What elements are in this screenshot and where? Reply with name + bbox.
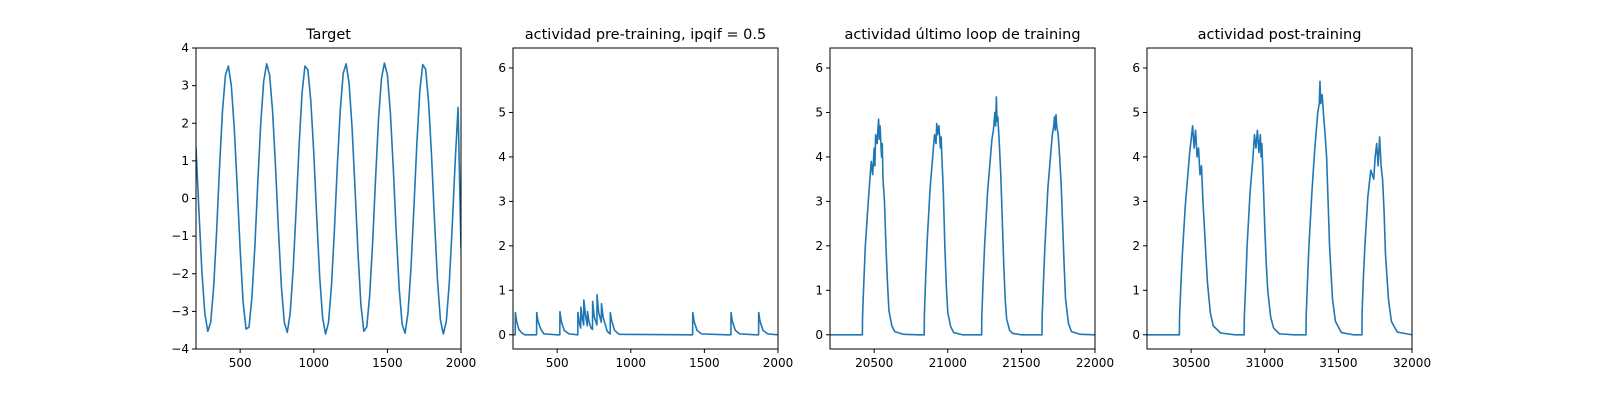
x-tick-label: 1000 — [299, 356, 330, 370]
y-tick-label: 6 — [1132, 61, 1140, 75]
x-tick-label: 2000 — [446, 356, 477, 370]
y-tick-label: 2 — [498, 239, 506, 253]
y-tick-label: 5 — [498, 105, 506, 119]
y-tick-label: −2 — [171, 267, 189, 281]
x-tick-label: 31000 — [1246, 356, 1284, 370]
y-tick-label: 4 — [498, 150, 506, 164]
y-tick-label: 0 — [815, 328, 823, 342]
chart-panel-1: 500 1000 1500 2000 −4 −3 −2 −1 0 1 2 3 4 Target — [171, 27, 476, 370]
x-tick-label: 32000 — [1393, 356, 1431, 370]
chart-title: actividad pre-training, ipqif = 0.5 — [525, 27, 766, 43]
chart-panel-2: 500 1000 1500 2000 0 1 2 3 4 5 6 actividad pre-trai… — [498, 27, 793, 370]
y-tick-label: 0 — [498, 328, 506, 342]
axes-frame — [1146, 47, 1413, 350]
axes-frame — [195, 47, 462, 350]
y-tick-label: 1 — [498, 283, 506, 297]
y-tick-label: 0 — [181, 192, 189, 206]
x-tick-label: 31500 — [1319, 356, 1357, 370]
chart-panel-3: 20500 21000 21500 22000 0 1 2 3 4 5 6 actividad últ… — [815, 27, 1114, 370]
y-tick-label: 1 — [815, 283, 823, 297]
chart-title: Target — [305, 27, 351, 43]
x-tick-label: 1500 — [372, 356, 403, 370]
chart-title: actividad post-training — [1198, 27, 1362, 43]
y-tick-label: −1 — [171, 229, 189, 243]
y-tick-label: 2 — [815, 239, 823, 253]
y-tick-label: 0 — [1132, 328, 1140, 342]
y-tick-label: −4 — [171, 342, 189, 356]
y-tick-label: 1 — [1132, 283, 1140, 297]
y-tick-label: 2 — [1132, 239, 1140, 253]
y-tick-label: 3 — [181, 79, 189, 93]
chart-title: actividad último loop de training — [844, 27, 1080, 43]
x-tick-label: 21500 — [1002, 356, 1040, 370]
chart-panel-4: 30500 31000 31500 32000 0 1 2 3 4 5 6 actividad pos… — [1132, 27, 1431, 370]
y-tick-label: 1 — [181, 154, 189, 168]
series-line — [196, 62, 461, 335]
x-tick-label: 22000 — [1076, 356, 1114, 370]
series-line — [830, 96, 1095, 336]
x-tick-label: 1500 — [689, 356, 720, 370]
x-tick-label: 500 — [229, 356, 252, 370]
y-tick-label: 6 — [498, 61, 506, 75]
x-tick-label: 21000 — [929, 356, 967, 370]
x-tick-label: 2000 — [763, 356, 794, 370]
y-tick-label: 3 — [815, 194, 823, 208]
axes-frame — [829, 47, 1096, 350]
y-tick-label: 6 — [815, 61, 823, 75]
y-tick-label: 4 — [181, 41, 189, 55]
x-tick-label: 500 — [546, 356, 569, 370]
y-tick-label: 3 — [1132, 194, 1140, 208]
y-tick-label: 4 — [815, 150, 823, 164]
y-tick-label: 2 — [181, 116, 189, 130]
y-tick-label: 3 — [498, 194, 506, 208]
x-tick-label: 20500 — [855, 356, 893, 370]
series-line — [1147, 80, 1412, 336]
y-tick-label: 4 — [1132, 150, 1140, 164]
axes-frame — [512, 47, 779, 350]
y-tick-label: 5 — [815, 105, 823, 119]
y-tick-label: 5 — [1132, 105, 1140, 119]
x-tick-label: 1000 — [616, 356, 647, 370]
series-line — [513, 293, 778, 336]
x-tick-label: 30500 — [1172, 356, 1210, 370]
y-tick-label: −3 — [171, 304, 189, 318]
